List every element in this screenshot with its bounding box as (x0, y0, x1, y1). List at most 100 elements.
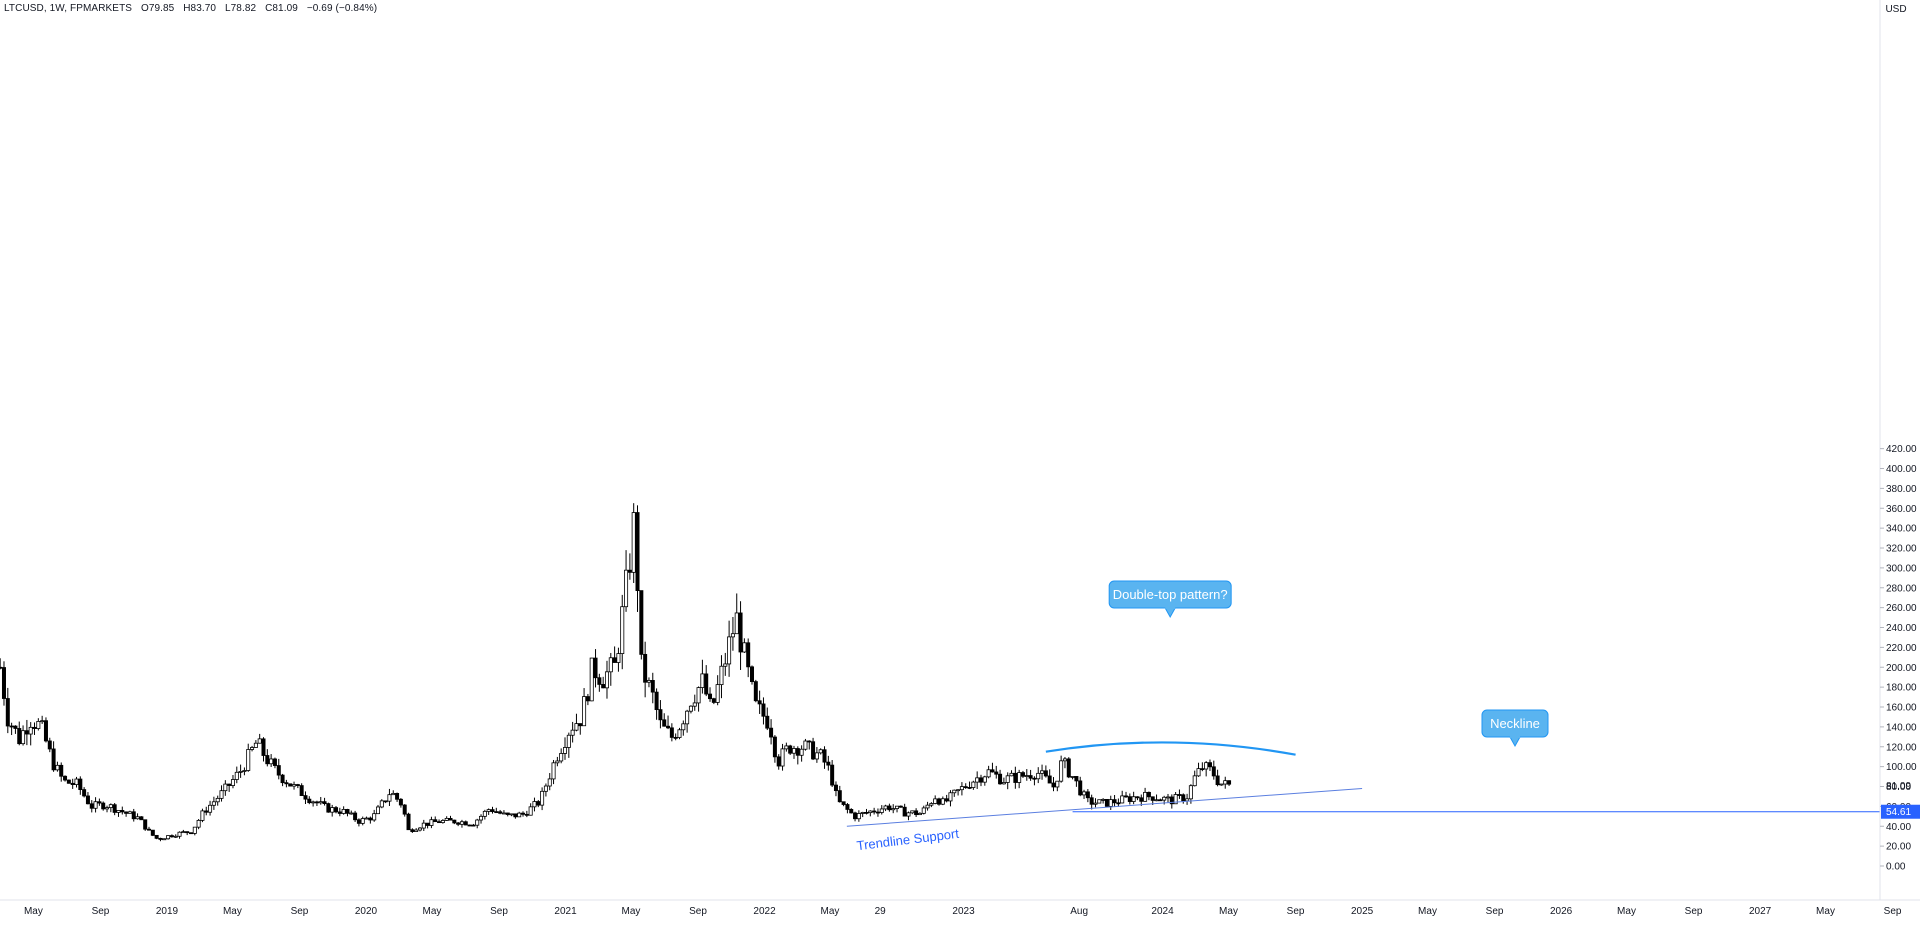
candle (1047, 769, 1052, 784)
double-top-callout[interactable]: Double-top pattern? (1108, 580, 1232, 619)
candle (956, 789, 961, 796)
candle (589, 657, 594, 702)
candle (963, 783, 968, 789)
candle-body (772, 736, 777, 758)
candle-body (1078, 780, 1083, 796)
candle-body (1139, 797, 1144, 802)
candle-body (188, 832, 193, 835)
candle (978, 774, 983, 787)
candle (425, 822, 430, 829)
candle-body (1108, 799, 1113, 807)
candle-body (1188, 785, 1193, 800)
candle-body (32, 726, 37, 729)
candle (1219, 783, 1224, 786)
candle-body (1131, 796, 1136, 802)
candle-body (51, 748, 56, 771)
candle (998, 769, 1003, 785)
candle (1112, 795, 1117, 807)
candle-body (956, 789, 961, 792)
candle-body (1055, 780, 1060, 788)
candle-body (940, 798, 945, 805)
candle (688, 705, 693, 714)
candle (250, 745, 255, 752)
candle (803, 738, 808, 751)
time-tick-label: 2023 (952, 906, 975, 917)
candle-body (566, 734, 571, 748)
candle-body (883, 805, 888, 810)
price-tick-label: 380.00 (1886, 484, 1917, 495)
candle-body (719, 665, 724, 686)
candle (715, 675, 720, 706)
candle-body (895, 805, 900, 809)
candle (631, 503, 636, 584)
candle-body (406, 813, 411, 831)
candle-body (711, 698, 716, 703)
candle (43, 717, 48, 743)
candles-layer (0, 503, 1232, 842)
candle-body (1070, 776, 1075, 778)
candle (1013, 766, 1018, 789)
trendline-support[interactable] (846, 787, 1363, 827)
candle (898, 805, 903, 808)
candle-body (471, 824, 476, 827)
candle (341, 806, 346, 815)
candle (864, 808, 869, 815)
candle-body (986, 769, 991, 778)
time-tick-label: Sep (1685, 906, 1703, 917)
candle-body (704, 673, 709, 695)
candle-body (1066, 758, 1071, 778)
candle (1085, 789, 1090, 803)
candle (238, 764, 243, 778)
candle (116, 810, 121, 817)
candle (246, 743, 251, 772)
candle-body (85, 795, 90, 805)
candle (1124, 791, 1129, 798)
candle-body (688, 705, 693, 712)
candle-body (597, 677, 602, 685)
candle (608, 652, 613, 686)
candle-body (807, 740, 812, 743)
candle-body (387, 794, 392, 802)
time-tick-label: May (821, 906, 840, 917)
candle-body (856, 813, 861, 820)
candle-body (933, 798, 938, 804)
candle (379, 799, 384, 809)
candle-body (292, 784, 297, 787)
time-tick-label: Sep (291, 906, 309, 917)
candle-body (238, 771, 243, 773)
candle (925, 801, 930, 811)
candle (364, 816, 369, 820)
candle (570, 721, 575, 743)
candle-body (490, 809, 495, 813)
candle (669, 723, 674, 742)
candle (902, 803, 907, 817)
candle (269, 754, 274, 768)
candle (204, 806, 209, 816)
candle (1020, 770, 1025, 778)
candle (883, 804, 888, 812)
candle-body (345, 809, 350, 814)
candle (654, 688, 659, 720)
candle-body (448, 817, 453, 821)
candle-body (517, 812, 522, 818)
candle (196, 818, 201, 830)
time-tick-label: May (223, 906, 242, 917)
candle (761, 697, 766, 725)
candle-body (662, 719, 667, 727)
candle-body (692, 702, 697, 707)
candle-body (830, 764, 835, 786)
candle (895, 805, 900, 813)
candle-body (47, 740, 52, 750)
double-top-arc[interactable] (1045, 741, 1296, 756)
time-tick-label: May (1816, 906, 1835, 917)
candle-body (879, 808, 884, 813)
candle-body (261, 738, 266, 756)
candle-body (154, 834, 159, 839)
candle-body (841, 801, 846, 805)
candle (253, 740, 258, 748)
candle-body (696, 687, 701, 704)
candle-body (272, 758, 277, 766)
neckline-callout[interactable]: Neckline (1481, 709, 1549, 748)
